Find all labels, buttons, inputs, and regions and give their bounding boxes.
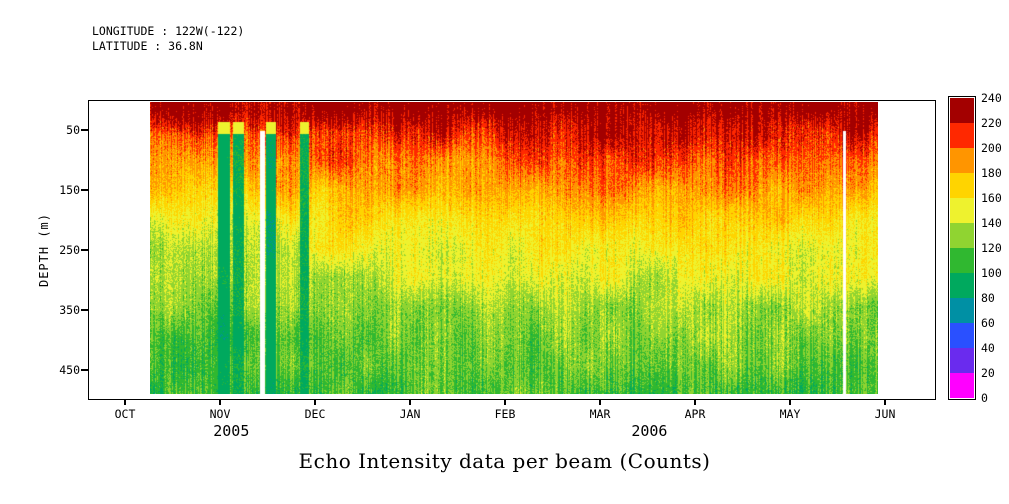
colorbar-tick-label: 240 bbox=[981, 91, 1002, 105]
colorbar-band bbox=[950, 323, 974, 348]
colorbar-tick-label: 100 bbox=[981, 266, 1002, 280]
colorbar-band bbox=[950, 298, 974, 323]
x-tick-mark bbox=[694, 400, 696, 405]
colorbar-band bbox=[950, 148, 974, 173]
x-tick-mark bbox=[599, 400, 601, 405]
colorbar-tick-label: 140 bbox=[981, 216, 1002, 230]
header-longitude: LONGITUDE : 122W(-122) bbox=[92, 24, 245, 38]
colorbar-tick-label: 120 bbox=[981, 241, 1002, 255]
x-tick-mark bbox=[789, 400, 791, 405]
x-tick-label: JAN bbox=[399, 407, 421, 421]
colorbar-band bbox=[950, 348, 974, 373]
y-tick-mark bbox=[81, 309, 88, 311]
colorbar-band bbox=[950, 98, 974, 123]
colorbar-band bbox=[950, 123, 974, 148]
colorbar-tick-label: 80 bbox=[981, 291, 995, 305]
colorbar-tick-label: 160 bbox=[981, 191, 1002, 205]
x-tick-label: OCT bbox=[114, 407, 136, 421]
colorbar-tick-label: 40 bbox=[981, 341, 995, 355]
colorbar-tick-label: 180 bbox=[981, 166, 1002, 180]
chart-title: Echo Intensity data per beam (Counts) bbox=[298, 449, 711, 473]
x-tick-label: FEB bbox=[494, 407, 516, 421]
y-tick-label: 250 bbox=[59, 243, 80, 257]
header-latitude: LATITUDE : 36.8N bbox=[92, 39, 203, 53]
x-tick-mark bbox=[314, 400, 316, 405]
x-tick-label: DEC bbox=[304, 407, 326, 421]
x-tick-label: JUN bbox=[874, 407, 896, 421]
x-tick-label: MAR bbox=[589, 407, 611, 421]
colorbar-band bbox=[950, 198, 974, 223]
colorbar-tick-label: 200 bbox=[981, 141, 1002, 155]
colorbar-band bbox=[950, 173, 974, 198]
x-tick-mark bbox=[504, 400, 506, 405]
colorbar-tick-label: 220 bbox=[981, 116, 1002, 130]
colorbar-band bbox=[950, 273, 974, 298]
y-tick-mark bbox=[81, 189, 88, 191]
colorbar-tick-label: 60 bbox=[981, 316, 995, 330]
x-tick-mark bbox=[219, 400, 221, 405]
y-tick-label: 450 bbox=[59, 363, 80, 377]
x-tick-mark bbox=[409, 400, 411, 405]
y-tick-mark bbox=[81, 249, 88, 251]
x-tick-label: MAY bbox=[779, 407, 801, 421]
colorbar-tick-label: 20 bbox=[981, 366, 995, 380]
y-tick-mark bbox=[81, 129, 88, 131]
x-tick-mark bbox=[124, 400, 126, 405]
x-tick-label: APR bbox=[684, 407, 706, 421]
y-tick-label: 150 bbox=[59, 183, 80, 197]
year-label: 2006 bbox=[631, 422, 668, 440]
y-tick-label: 350 bbox=[59, 303, 80, 317]
x-tick-mark bbox=[884, 400, 886, 405]
colorbar-frame bbox=[948, 96, 976, 400]
year-label: 2005 bbox=[213, 422, 250, 440]
echo-intensity-heatmap bbox=[150, 102, 878, 394]
colorbar-band bbox=[950, 373, 974, 398]
y-tick-label: 50 bbox=[66, 123, 80, 137]
colorbar-band bbox=[950, 248, 974, 273]
colorbar-band bbox=[950, 223, 974, 248]
x-tick-label: NOV bbox=[209, 407, 231, 421]
colorbar-tick-label: 0 bbox=[981, 391, 988, 405]
y-tick-mark bbox=[81, 369, 88, 371]
